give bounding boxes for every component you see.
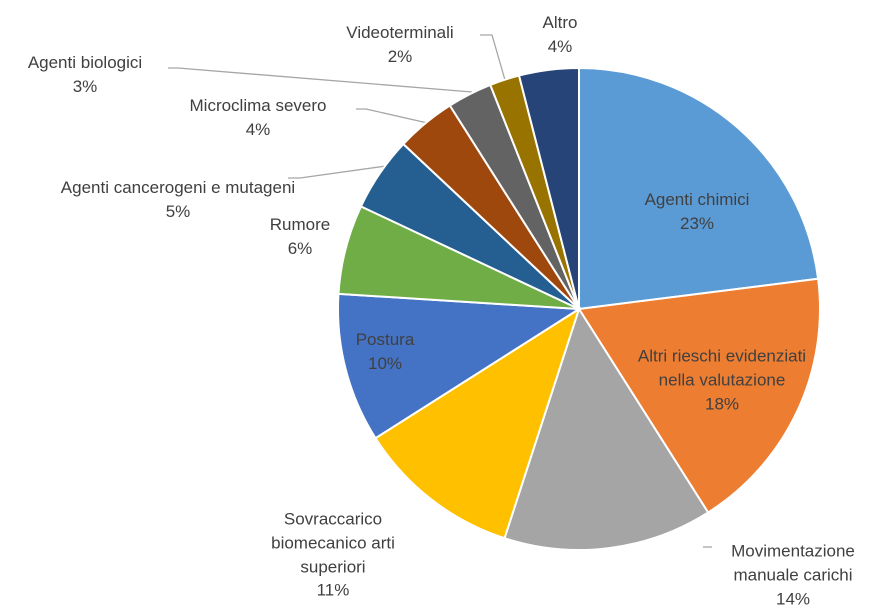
pie-slice xyxy=(337,292,583,440)
value-label: 11% xyxy=(316,580,350,600)
value-label: 18% xyxy=(704,393,740,413)
pie-slice xyxy=(578,66,820,311)
slice-label: Agenti cancerogeni e mutageni 5% xyxy=(58,176,298,224)
slice-label: Agenti chimici 23% xyxy=(597,188,797,236)
value-label: 3% xyxy=(72,77,98,96)
leader-line xyxy=(480,34,506,81)
pie-slice xyxy=(374,306,581,540)
value-label: 2% xyxy=(387,47,413,66)
category-label: Microclima severo xyxy=(189,96,327,116)
slice-label: Agenti biologici 3% xyxy=(0,51,175,99)
category-label: Altri rieschi evidenziati nella valutazi… xyxy=(637,346,807,390)
category-label: Rumore xyxy=(269,215,331,235)
category-label: Altro xyxy=(542,13,578,33)
category-label: Agenti chimici xyxy=(644,190,750,210)
category-label: Movimentazione manuale carichi xyxy=(731,541,855,585)
leader-line xyxy=(356,108,433,125)
category-label: Sovraccarico biomecanico arti superiori xyxy=(271,509,395,576)
slice-label: Postura 10% xyxy=(335,328,435,376)
value-label: 14% xyxy=(775,588,811,608)
slice-label: Videoterminali 2% xyxy=(320,21,480,69)
value-label: 4% xyxy=(547,37,573,56)
category-label: Postura xyxy=(355,330,415,350)
category-label: Videoterminali xyxy=(346,23,454,43)
value-label: 6% xyxy=(287,239,313,258)
pie-slice xyxy=(517,66,580,310)
slice-label: Sovraccarico biomecanico arti superiori 1… xyxy=(253,507,413,602)
value-label: 10% xyxy=(367,354,403,373)
category-label: Agenti cancerogeni e mutageni xyxy=(60,178,296,198)
slice-label: Altri rieschi evidenziati nella valutazi… xyxy=(637,344,807,415)
slice-label: Movimentazione manuale carichi 14% xyxy=(708,539,878,610)
slice-label: Altro 4% xyxy=(520,11,600,59)
category-label: Agenti biologici xyxy=(27,53,143,73)
leader-line xyxy=(168,67,473,93)
pie-slice xyxy=(503,306,710,551)
value-label: 5% xyxy=(165,202,191,221)
value-label: 23% xyxy=(679,214,715,233)
value-label: 4% xyxy=(245,120,271,139)
slice-label: Microclima severo 4% xyxy=(158,94,358,142)
slice-label: Rumore 6% xyxy=(250,213,350,261)
leader-line xyxy=(288,165,387,179)
pie-slice xyxy=(577,277,821,514)
